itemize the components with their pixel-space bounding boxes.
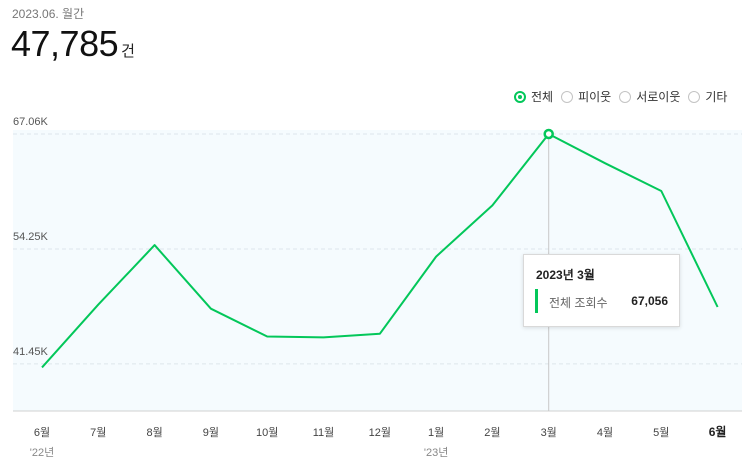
x-tick-label: 5월 bbox=[653, 426, 669, 439]
filter-mutual-neighbor-label: 서로이웃 bbox=[636, 90, 681, 104]
filter-neighbor-label: 피이웃 bbox=[578, 90, 612, 104]
x-tick-label: 1월 bbox=[428, 426, 444, 439]
y-tick-label: 67.06K bbox=[13, 116, 49, 128]
x-tick-label: 11월 bbox=[313, 426, 335, 439]
radio-icon[interactable] bbox=[514, 90, 526, 103]
x-tick-label: 3월 bbox=[541, 426, 557, 439]
x-tick-label: 8월 bbox=[146, 426, 162, 439]
highlight-point bbox=[543, 128, 554, 140]
x-tick-label: 12월 bbox=[369, 426, 391, 439]
x-tick-label: 6월 bbox=[709, 424, 727, 439]
x-tick-label: 7월 bbox=[90, 426, 106, 439]
radio-icon[interactable] bbox=[561, 90, 574, 103]
x-tick-label: 10월 bbox=[256, 426, 278, 439]
x-year-label: '22년 bbox=[30, 446, 54, 459]
x-tick-label: 4월 bbox=[597, 426, 613, 439]
period-label: 2023.06. 월간 bbox=[12, 7, 85, 21]
radio-icon[interactable] bbox=[688, 90, 701, 103]
x-tick-label: 6월 bbox=[34, 426, 50, 439]
tooltip-title: 2023년 3월 bbox=[536, 268, 595, 282]
series-line bbox=[41, 133, 719, 369]
filter-all-label: 전체 bbox=[531, 90, 554, 104]
tooltip-label: 전체 조회수 bbox=[549, 296, 608, 310]
radio-icon[interactable] bbox=[619, 90, 632, 103]
tooltip-value: 67,056 bbox=[631, 294, 668, 308]
x-tick-label: 9월 bbox=[203, 426, 219, 439]
total-value: 47,785 bbox=[11, 23, 119, 64]
total-count: 47,785 건 bbox=[11, 23, 135, 65]
filter-other[interactable]: 기타 bbox=[688, 88, 727, 105]
filter-neighbor[interactable]: 피이웃 bbox=[561, 88, 611, 105]
filter-other-label: 기타 bbox=[705, 90, 728, 104]
y-tick-label: 41.45K bbox=[13, 346, 49, 358]
filter-all[interactable]: 전체 bbox=[514, 88, 553, 105]
x-year-label: '23년 bbox=[424, 446, 448, 459]
total-unit: 건 bbox=[121, 43, 135, 60]
filter-mutual-neighbor[interactable]: 서로이웃 bbox=[619, 88, 680, 105]
y-tick-label: 54.25K bbox=[13, 231, 49, 243]
chart-tooltip: 2023년 3월 전체 조회수 67,056 bbox=[523, 254, 680, 327]
x-tick-label: 2월 bbox=[484, 426, 500, 439]
filter-group: 전체 피이웃 서로이웃 기타 bbox=[514, 88, 727, 105]
tooltip-series-marker bbox=[535, 289, 538, 313]
